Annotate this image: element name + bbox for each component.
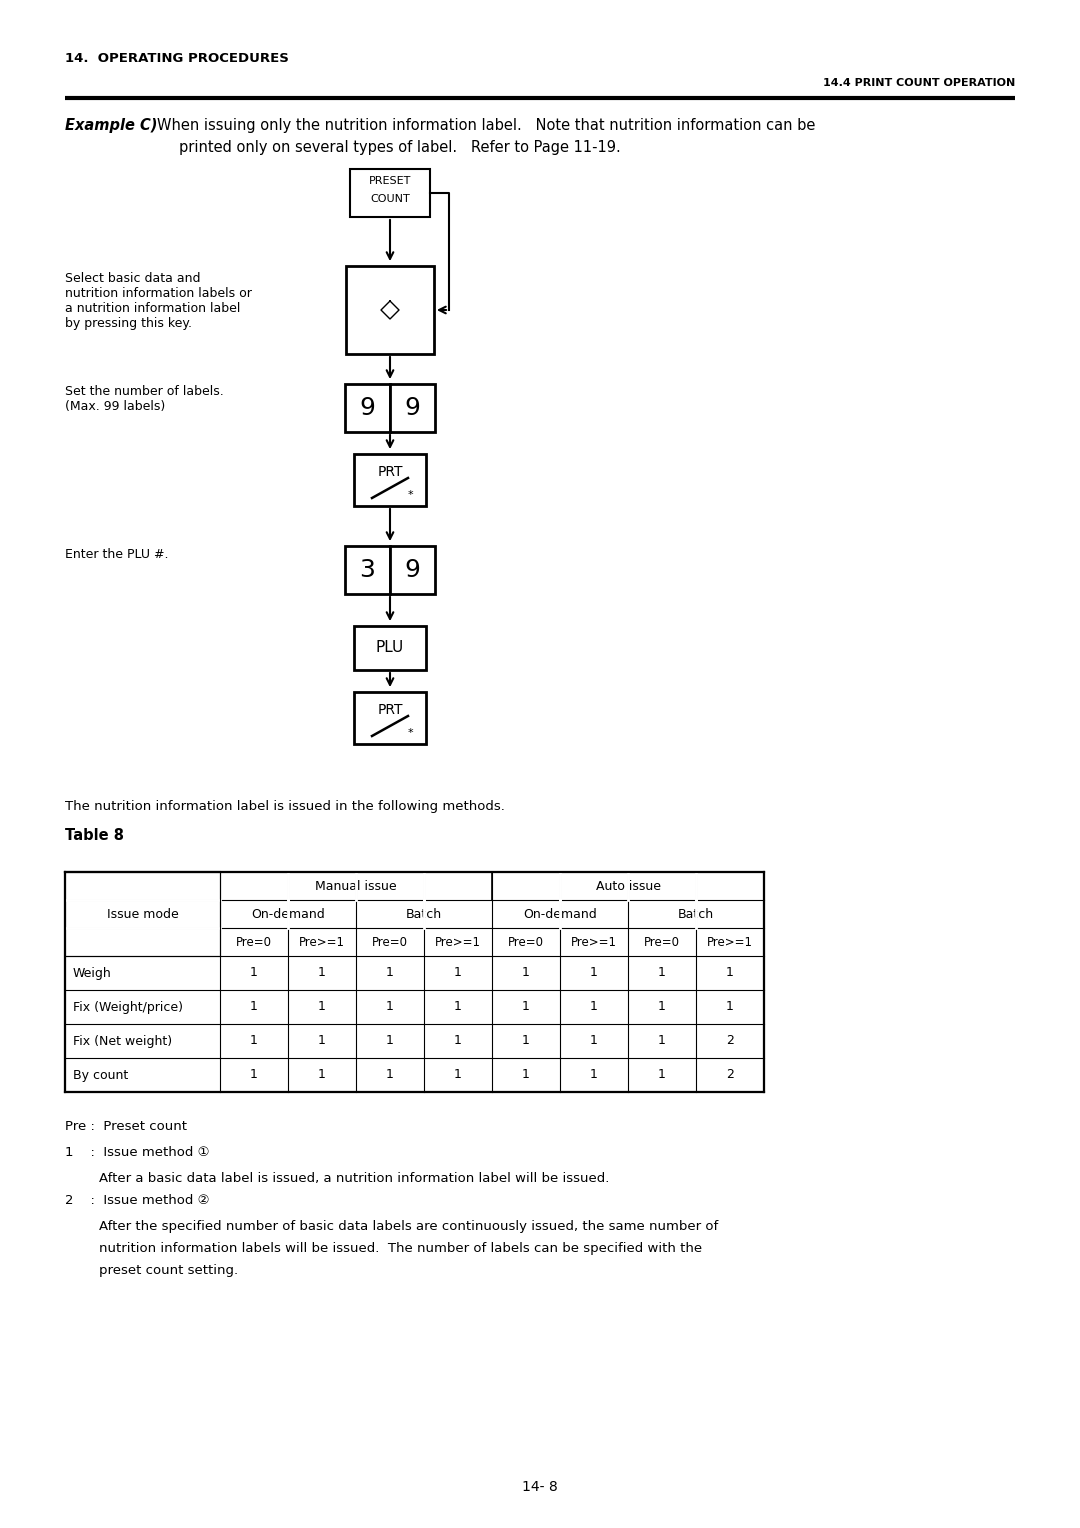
Bar [65,872,764,1093]
Text: Set the number of labels.
(Max. 99 labels): Set the number of labels. (Max. 99 label… [65,385,224,413]
Text: 1: 1 [319,1068,326,1082]
Text: Pre>=1: Pre>=1 [707,935,753,949]
Text: 1: 1 [319,1001,326,1013]
Text: Pre :  Preset count: Pre : Preset count [65,1120,187,1132]
Text: 1: 1 [522,967,530,979]
Text: Pre=0: Pre=0 [644,935,680,949]
Text: By count: By count [73,1068,129,1082]
Text: 1: 1 [658,1068,666,1082]
Bar [390,384,435,432]
Text: 1: 1 [454,1001,462,1013]
Text: 9: 9 [405,396,420,420]
Text: 1: 1 [251,967,258,979]
Text: Pre=0: Pre=0 [508,935,544,949]
Text: 1: 1 [726,1001,734,1013]
Text: 1: 1 [658,967,666,979]
Text: Pre>=1: Pre>=1 [299,935,345,949]
Text: 1: 1 [386,1034,394,1048]
Text: 1: 1 [386,1001,394,1013]
Text: 1: 1 [386,967,394,979]
Text: 1: 1 [590,967,598,979]
Text: Pre>=1: Pre>=1 [435,935,481,949]
Text: 14- 8: 14- 8 [522,1481,558,1494]
Text: 1: 1 [658,1001,666,1013]
Text: Issue mode: Issue mode [107,908,178,920]
Text: After a basic data label is issued, a nutrition information label will be issued: After a basic data label is issued, a nu… [65,1172,609,1186]
Text: 1: 1 [590,1068,598,1082]
Text: 1: 1 [454,967,462,979]
Text: Enter the PLU #.: Enter the PLU #. [65,549,168,561]
Text: The nutrition information label is issued in the following methods.: The nutrition information label is issue… [65,801,504,813]
Text: Auto issue: Auto issue [595,880,661,892]
Text: 1: 1 [319,1034,326,1048]
Text: *: * [407,490,413,500]
Text: When issuing only the nutrition information label.   Note that nutrition informa: When issuing only the nutrition informat… [157,118,815,133]
Text: 3: 3 [360,558,376,582]
Text: 1: 1 [454,1068,462,1082]
Text: 1: 1 [251,1001,258,1013]
Text: Pre>=1: Pre>=1 [571,935,617,949]
Text: nutrition information labels will be issued.  The number of labels can be specif: nutrition information labels will be iss… [65,1242,702,1254]
Text: On-demand: On-demand [523,908,597,920]
Text: 14.  OPERATING PROCEDURES: 14. OPERATING PROCEDURES [65,52,288,66]
Text: 1: 1 [726,967,734,979]
Text: 14.4 PRINT COUNT OPERATION: 14.4 PRINT COUNT OPERATION [823,78,1015,89]
Text: 1    :  Issue method ①: 1 : Issue method ① [65,1146,210,1160]
Text: PRESET: PRESET [368,176,411,186]
Text: Pre=0: Pre=0 [237,935,272,949]
Text: 9: 9 [405,558,420,582]
Text: Batch: Batch [406,908,442,920]
Text: Pre=0: Pre=0 [372,935,408,949]
Text: Table 8: Table 8 [65,828,124,843]
Text: *: * [407,727,413,738]
Bar [354,626,426,669]
Text: Example C): Example C) [65,118,158,133]
Text: 2: 2 [726,1034,734,1048]
Text: COUNT: COUNT [370,194,410,205]
Text: On-demand: On-demand [252,908,325,920]
Text: PRT: PRT [377,465,403,478]
Text: 1: 1 [522,1034,530,1048]
Text: 1: 1 [590,1034,598,1048]
Text: Weigh: Weigh [73,967,111,979]
Bar [354,454,426,506]
Bar [345,545,390,594]
Text: 1: 1 [251,1068,258,1082]
Text: 1: 1 [319,967,326,979]
Text: 1: 1 [454,1034,462,1048]
Text: Manual issue: Manual issue [315,880,396,892]
Text: 1: 1 [251,1034,258,1048]
Text: printed only on several types of label.   Refer to Page 11-19.: printed only on several types of label. … [179,141,621,154]
Text: Batch: Batch [678,908,714,920]
Text: After the specified number of basic data labels are continuously issued, the sam: After the specified number of basic data… [65,1219,718,1233]
Text: PRT: PRT [377,703,403,717]
Bar [346,266,434,354]
Text: 9: 9 [360,396,376,420]
Text: 2: 2 [726,1068,734,1082]
Text: Fix (Net weight): Fix (Net weight) [73,1034,172,1048]
Text: PLU: PLU [376,640,404,656]
Bar [345,384,390,432]
Bar [354,692,426,744]
Bar [390,545,435,594]
Text: 1: 1 [386,1068,394,1082]
Text: preset count setting.: preset count setting. [65,1264,238,1277]
Text: Fix (Weight/price): Fix (Weight/price) [73,1001,183,1013]
Text: 2    :  Issue method ②: 2 : Issue method ② [65,1193,210,1207]
Text: Select basic data and
nutrition information labels or
a nutrition information la: Select basic data and nutrition informat… [65,272,252,330]
Text: 1: 1 [590,1001,598,1013]
Bar [350,170,430,217]
Text: 1: 1 [522,1068,530,1082]
Text: 1: 1 [658,1034,666,1048]
Text: 1: 1 [522,1001,530,1013]
